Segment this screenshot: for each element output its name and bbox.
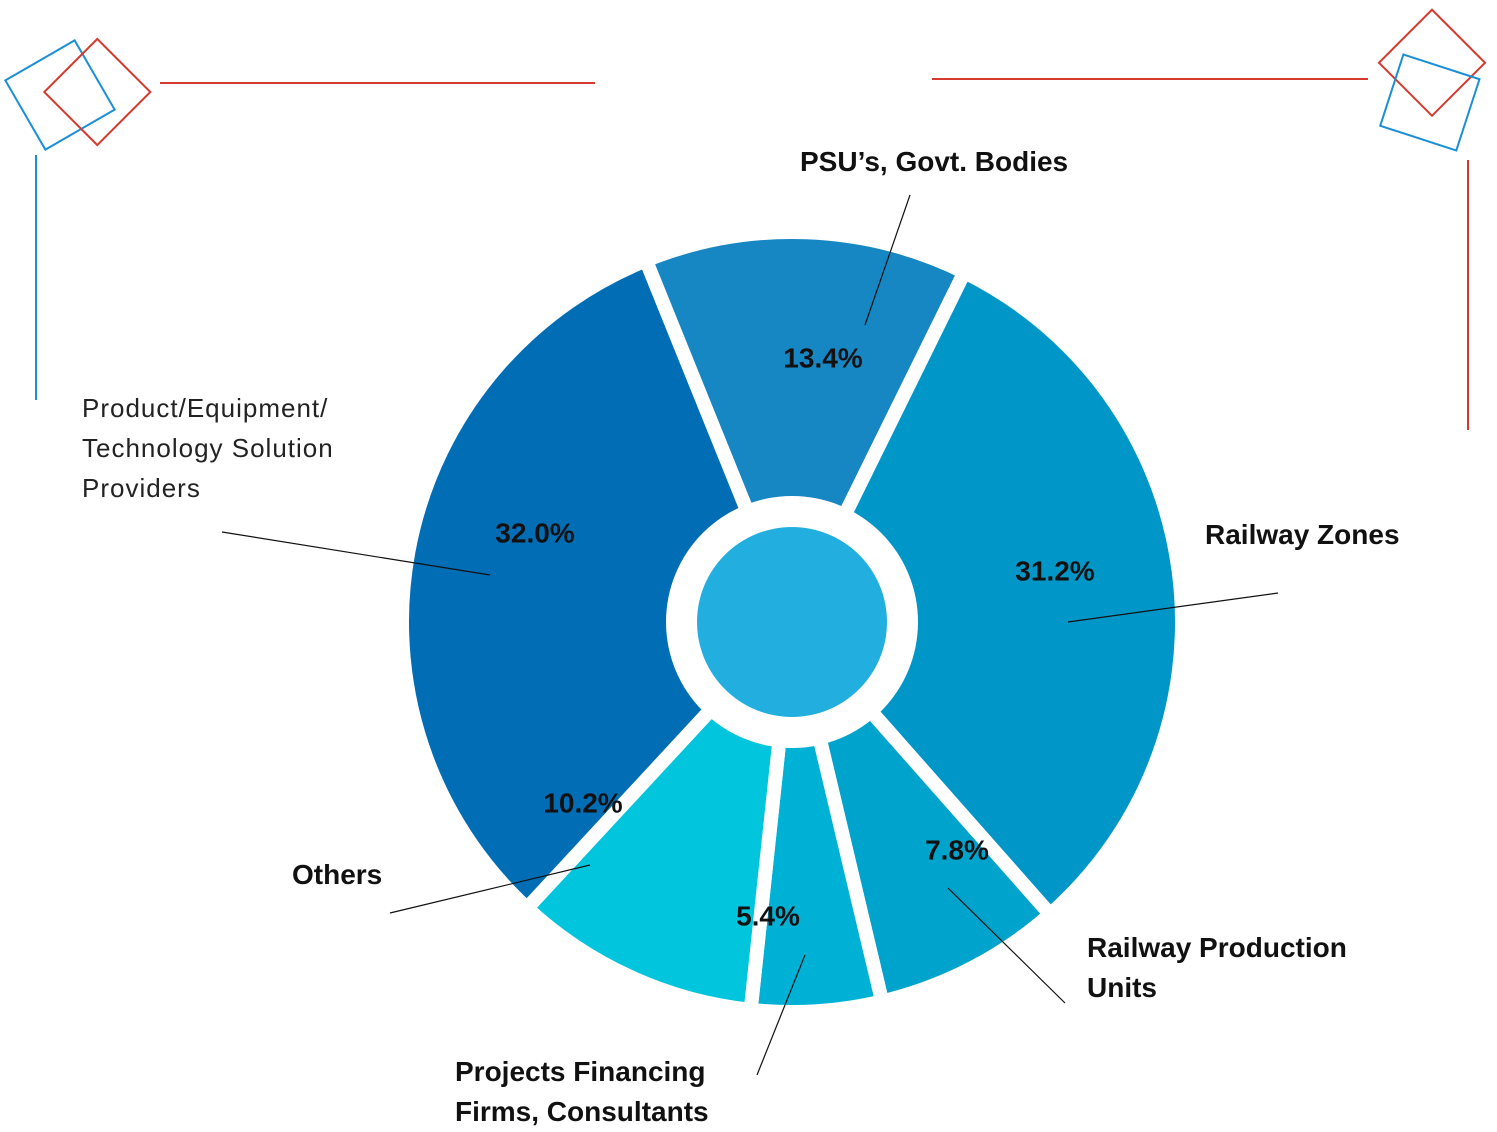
- leader-line: [756, 954, 806, 1076]
- category-label: PSU’s, Govt. Bodies: [800, 146, 1069, 177]
- value-label: 5.4%: [736, 900, 800, 931]
- donut-center: [697, 527, 887, 717]
- leader-line: [221, 531, 491, 576]
- value-label: 13.4%: [783, 342, 862, 373]
- value-label: 31.2%: [1015, 555, 1094, 586]
- category-label: Others: [292, 859, 383, 890]
- category-label: Product/Equipment/ Technology Solution P…: [82, 393, 334, 503]
- category-label: Railway Zones: [1205, 519, 1400, 550]
- slice: [785, 265, 1189, 922]
- category-label: Projects Financing Firms, Consultants: [455, 1056, 709, 1127]
- leader-line: [947, 887, 1066, 1004]
- value-label: 32.0%: [495, 517, 574, 548]
- category-label: Railway Production Units: [1087, 932, 1347, 1003]
- value-label: 10.2%: [543, 787, 622, 818]
- leader-line: [864, 194, 911, 326]
- leader-line: [389, 864, 591, 914]
- leader-line: [1067, 592, 1279, 623]
- value-label: 7.8%: [925, 834, 989, 865]
- decoration: [3, 8, 1487, 430]
- slice: [638, 225, 972, 629]
- slice: [395, 253, 799, 916]
